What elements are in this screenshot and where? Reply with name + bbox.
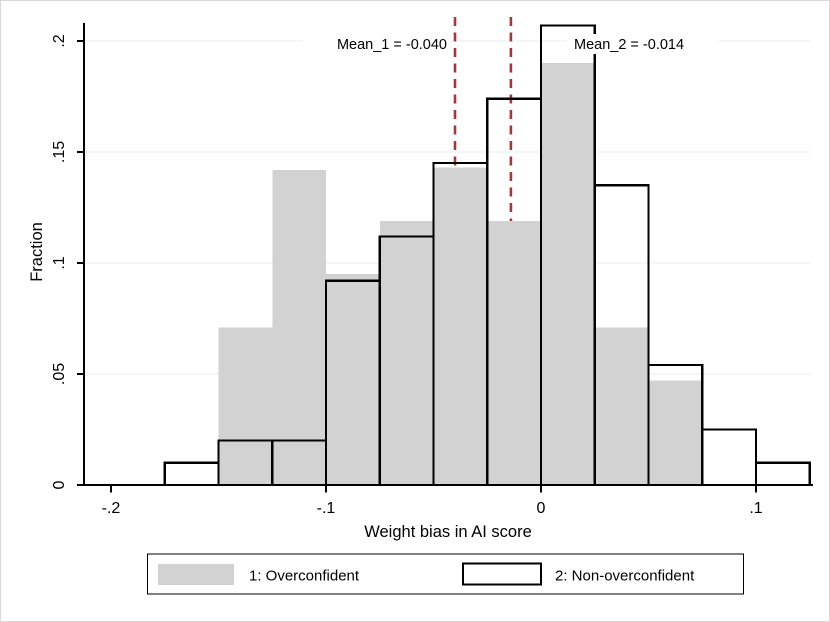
legend-label-overconfident: 1: Overconfident <box>249 568 360 585</box>
legend-swatch-non-overconfident <box>461 562 543 586</box>
y-tick-label: .15 <box>51 141 68 163</box>
x-tick-label: .1 <box>749 500 762 517</box>
x-axis-title: Weight bias in AI score <box>364 523 532 541</box>
overconfident-bar <box>272 169 326 485</box>
overconfident-bar <box>379 220 434 485</box>
overconfident-bar <box>648 380 703 485</box>
mean-1-label: Mean_1 = -0.040 <box>337 37 447 53</box>
y-axis-ticks: 0 .05 .1 .15 .2 <box>51 34 84 489</box>
overconfident-bar <box>326 274 380 485</box>
overconfident-bar <box>433 167 488 486</box>
non-overconfident-bar <box>754 461 811 487</box>
overconfident-bars <box>218 63 703 486</box>
non-overconfident-bar <box>701 428 758 487</box>
legend-swatch-overconfident <box>158 564 234 585</box>
overconfident-bar <box>541 63 595 485</box>
y-tick-label: 0 <box>51 480 68 489</box>
y-tick-label: .2 <box>51 34 68 47</box>
legend-box <box>146 553 745 595</box>
y-axis-title: Fraction <box>28 222 46 282</box>
legend-label-non-overconfident: 2: Non-overconfident <box>555 568 695 585</box>
x-axis-ticks: -.2 -.1 0 .1 <box>102 485 763 517</box>
overconfident-bar <box>487 220 541 485</box>
mean-2-label: Mean_2 = -0.014 <box>574 37 684 53</box>
overconfident-bar <box>218 327 273 485</box>
mean-2-label-box <box>567 34 719 54</box>
y-tick-label: .05 <box>51 363 68 385</box>
x-tick-label: 0 <box>537 500 546 517</box>
y-tick-label: .1 <box>51 256 68 269</box>
mean-1-label-box <box>303 34 451 54</box>
x-tick-label: -.2 <box>102 500 121 517</box>
non-overconfident-bar <box>163 461 220 487</box>
x-tick-label: -.1 <box>317 500 336 517</box>
legend: 1: Overconfident 2: Non-overconfident <box>146 553 745 595</box>
overconfident-bar <box>594 327 649 485</box>
